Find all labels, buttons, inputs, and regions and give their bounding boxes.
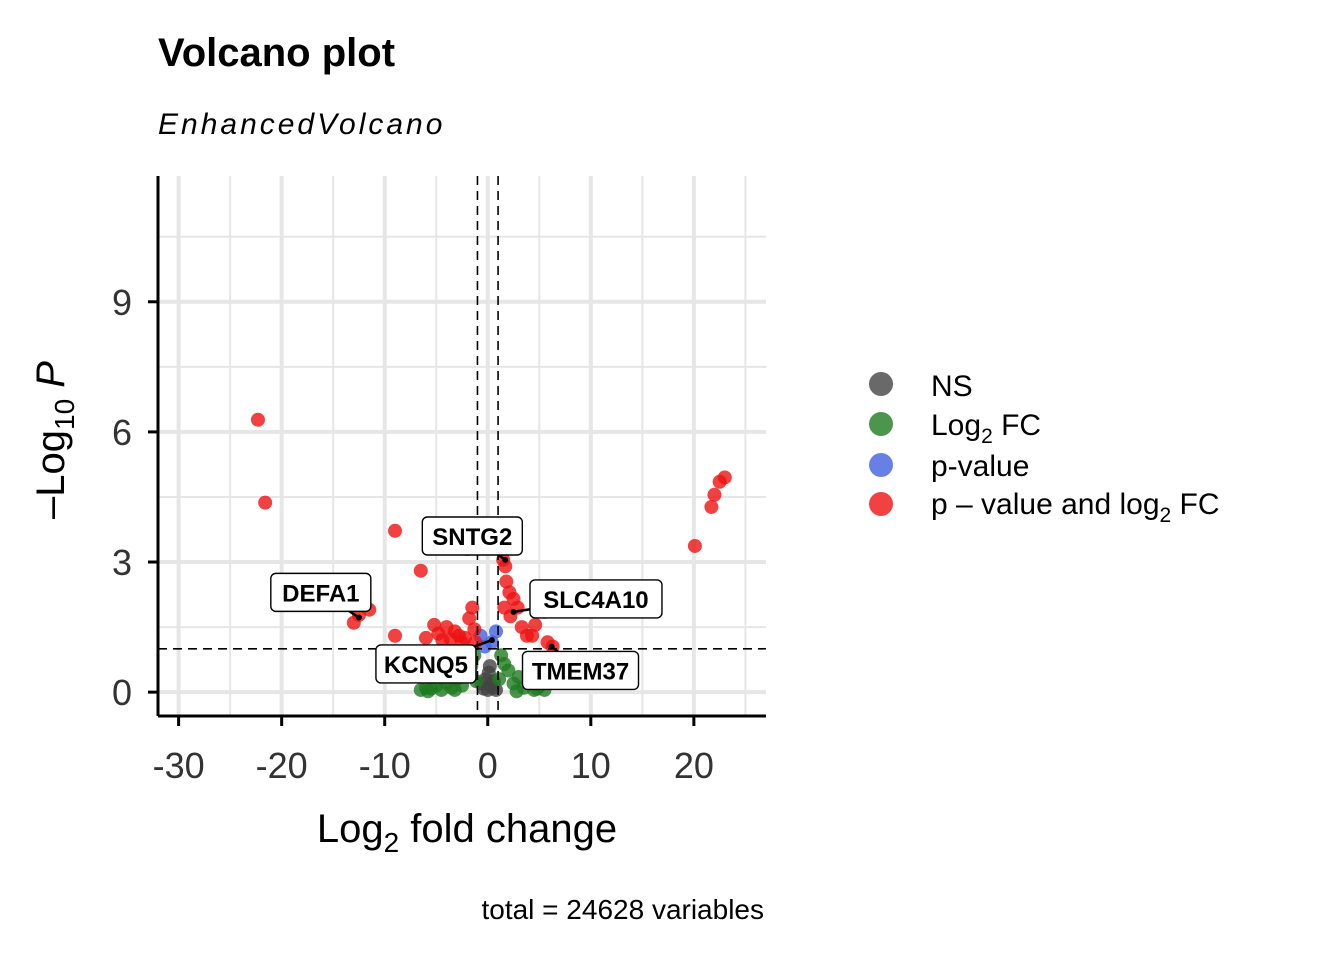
legend-label-log2fc-rest: FC [993,409,1041,442]
y-tick-label-3: 9 [112,282,132,323]
y-axis-title-pre: –Log [29,430,73,519]
gene-label-defa1: DEFA1 [282,580,359,607]
x-axis-title: Log2 fold change [317,807,617,858]
point-log2fc-13 [492,672,507,687]
gene-label-sntg2: SNTG2 [432,524,512,551]
x-tick-label-3: 0 [478,745,498,786]
x-tick-label-1: -20 [256,745,308,786]
point-pvalue-and-log2fc-3 [413,563,428,578]
x-tick-label-4: 10 [571,745,611,786]
point-log2fc-25 [447,682,462,697]
point-pvalue-and-log2fc-2 [388,523,403,538]
y-axis-title-sub: 10 [49,399,80,430]
legend-label-log2fc-main: Log [931,409,981,442]
gene-label-box-kcnq5 [375,644,477,684]
gene-label-box-defa1 [270,572,372,613]
gene-label-anchor-defa1 [355,614,362,621]
legend-label-pvalue-and-log2fc-main: p – value and log [931,488,1160,521]
x-tick-label-2: -10 [359,745,411,786]
point-log2fc-24 [420,684,435,699]
gene-label-box-tmem37 [521,650,640,691]
legend-label-log2fc: Log2 FC [931,409,1041,448]
point-pvalue-and-log2fc-20 [467,622,482,637]
point-ns-8 [482,659,497,674]
x-axis-title-main: Log [317,807,384,851]
legend-label-ns: NS [931,370,973,403]
y-tick-label-2: 6 [112,412,132,453]
legend-key-log2fc [869,412,893,436]
gene-labels: SNTG2 DEFA1 SLC4A10 KCNQ5 TMEM37 [270,516,663,691]
gene-label-anchor-sntg2 [502,556,509,563]
gene-label-box-sntg2 [421,516,524,556]
legend-label-pvalue-and-log2fc-sub: 2 [1160,504,1172,527]
point-pvalue-and-log2fc-35 [528,617,543,632]
grid-minor [158,176,766,716]
point-pvalue-and-log2fc-43 [717,470,732,485]
point-pvalue-and-log2fc-39 [687,538,702,553]
legend: NS Log2 FC p-value p – value and log2 FC [869,370,1220,527]
chart-subtitle: EnhancedVolcano [158,108,445,141]
y-axis-title: –Log10 P [29,361,80,519]
point-pvalue-3 [489,624,504,639]
point-pvalue-and-log2fc-34 [525,628,540,643]
point-pvalue-and-log2fc-25 [498,559,513,574]
point-ns-9 [489,682,504,697]
gene-label-tmem37: TMEM37 [532,658,629,685]
y-tick-label-1: 3 [112,542,132,583]
point-log2fc-16 [501,663,516,678]
point-pvalue-and-log2fc-1 [258,495,273,510]
chart-caption: total = 24628 variables [481,894,764,925]
y-tick-label-0: 0 [112,672,132,713]
gene-label-anchor-kcnq5 [488,637,495,644]
point-pvalue-and-log2fc-30 [497,600,512,615]
y-axis-title-post: P [29,361,73,399]
legend-key-pvalue-and-log2fc [869,492,893,516]
legend-key-pvalue [869,453,893,477]
x-ticks: -30 -20 -10 0 10 20 [153,716,714,786]
x-axis-title-sub: 2 [384,827,400,858]
gene-label-anchor-slc4a10 [510,608,517,615]
point-pvalue-and-log2fc-40 [704,499,719,514]
gene-label-kcnq5: KCNQ5 [384,652,468,679]
legend-label-pvalue-and-log2fc: p – value and log2 FC [931,488,1220,527]
chart-title: Volcano plot [158,31,395,75]
point-pvalue-and-log2fc-26 [499,574,514,589]
legend-label-log2fc-sub: 2 [981,425,993,448]
point-log2fc-26 [509,684,524,699]
legend-label-pvalue-and-log2fc-rest: FC [1171,488,1219,521]
point-pvalue-and-log2fc-8 [418,630,433,645]
x-tick-label-5: 20 [674,745,714,786]
y-ticks: 0 3 6 9 [112,282,158,713]
gene-label-anchor-tmem37 [548,643,555,650]
point-pvalue-and-log2fc-19 [465,600,480,615]
legend-label-pvalue: p-value [931,450,1029,483]
gene-label-box-slc4a10 [529,579,663,619]
x-axis-title-rest: fold change [399,807,617,851]
point-pvalue-and-log2fc-0 [250,412,265,427]
gene-label-slc4a10: SLC4A10 [543,587,648,614]
point-pvalue-and-log2fc-41 [707,487,722,502]
x-tick-label-0: -30 [153,745,205,786]
point-pvalue-and-log2fc-18 [462,611,477,626]
point-pvalue-and-log2fc-7 [388,628,403,643]
axes [156,176,766,718]
legend-key-ns [869,372,893,396]
